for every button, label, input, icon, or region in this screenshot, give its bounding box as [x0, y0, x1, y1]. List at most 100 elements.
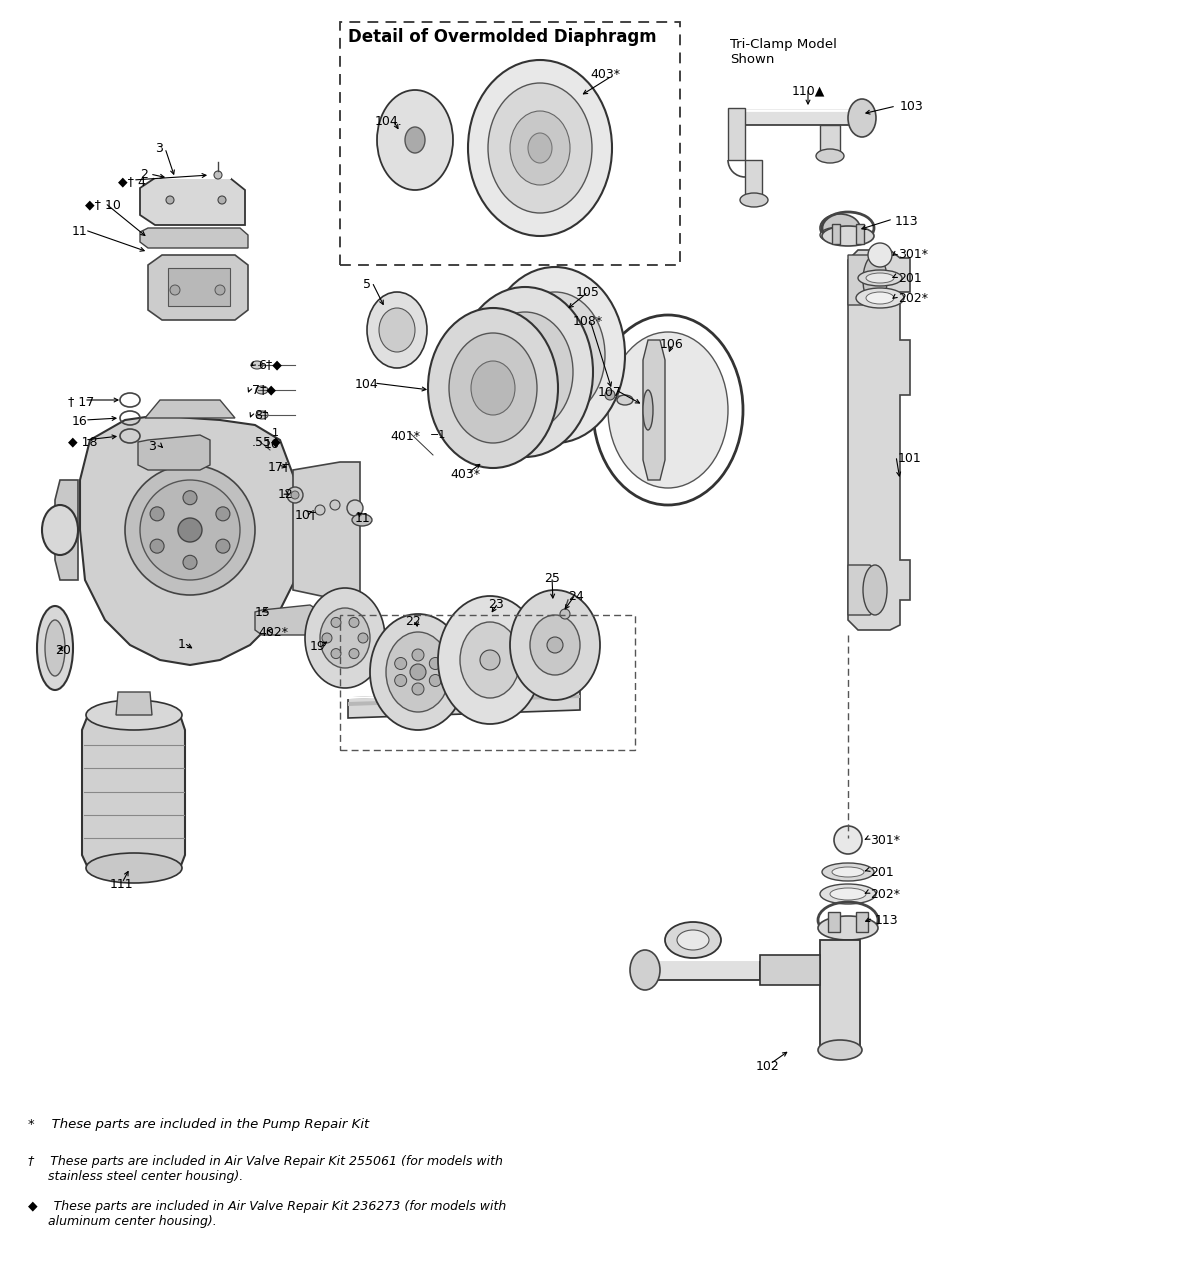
- Ellipse shape: [405, 127, 425, 154]
- Ellipse shape: [665, 922, 721, 957]
- Circle shape: [216, 507, 230, 521]
- Circle shape: [395, 658, 407, 669]
- Polygon shape: [848, 564, 875, 614]
- Ellipse shape: [820, 214, 860, 242]
- Text: −1: −1: [431, 430, 446, 440]
- Text: 111: 111: [110, 878, 134, 891]
- Text: 403*: 403*: [590, 68, 620, 81]
- Polygon shape: [643, 340, 665, 480]
- Text: 3: 3: [155, 142, 163, 155]
- Polygon shape: [148, 255, 248, 320]
- Text: 6†◆: 6†◆: [258, 358, 282, 371]
- Text: 19: 19: [310, 640, 325, 653]
- Ellipse shape: [379, 308, 415, 352]
- Text: 110▲: 110▲: [792, 84, 825, 97]
- Ellipse shape: [370, 614, 466, 730]
- Ellipse shape: [630, 950, 660, 989]
- Text: 106: 106: [660, 338, 684, 351]
- Text: Tri-Clamp Model
Shown: Tri-Clamp Model Shown: [730, 38, 837, 67]
- Text: *    These parts are included in the Pump Repair Kit: * These parts are included in the Pump R…: [28, 1117, 370, 1132]
- Ellipse shape: [45, 620, 65, 676]
- Text: 402*: 402*: [258, 626, 288, 639]
- Text: 11: 11: [72, 225, 87, 238]
- Text: 102: 102: [756, 1060, 780, 1073]
- Ellipse shape: [377, 90, 453, 189]
- Ellipse shape: [352, 515, 372, 526]
- Circle shape: [429, 675, 441, 686]
- Ellipse shape: [251, 361, 263, 369]
- Ellipse shape: [509, 111, 570, 186]
- Ellipse shape: [86, 852, 182, 883]
- Circle shape: [150, 507, 164, 521]
- Polygon shape: [255, 605, 318, 635]
- Circle shape: [322, 634, 332, 643]
- Ellipse shape: [367, 292, 427, 369]
- Ellipse shape: [509, 590, 600, 700]
- Circle shape: [170, 285, 181, 294]
- Ellipse shape: [822, 863, 874, 881]
- Ellipse shape: [321, 608, 370, 668]
- Circle shape: [330, 500, 340, 509]
- Ellipse shape: [530, 614, 580, 675]
- Text: 101: 101: [898, 452, 922, 465]
- Text: 301*: 301*: [869, 835, 901, 847]
- Circle shape: [215, 285, 225, 294]
- Ellipse shape: [256, 387, 268, 394]
- Ellipse shape: [486, 268, 626, 443]
- Text: 202*: 202*: [869, 888, 901, 901]
- Text: 108*: 108*: [573, 315, 603, 328]
- Polygon shape: [348, 695, 580, 707]
- Polygon shape: [145, 399, 234, 419]
- Text: 113: 113: [875, 914, 898, 927]
- Text: 20: 20: [55, 644, 71, 657]
- Ellipse shape: [866, 273, 893, 283]
- Circle shape: [126, 465, 255, 595]
- Circle shape: [547, 637, 563, 653]
- Text: Detail of Overmolded Diaphragm: Detail of Overmolded Diaphragm: [348, 28, 657, 46]
- Circle shape: [348, 503, 358, 513]
- Ellipse shape: [866, 292, 893, 303]
- Text: 2: 2: [140, 168, 148, 180]
- Polygon shape: [759, 955, 820, 986]
- Circle shape: [411, 684, 425, 695]
- Ellipse shape: [830, 888, 866, 900]
- Ellipse shape: [428, 308, 559, 468]
- Ellipse shape: [527, 320, 582, 390]
- Ellipse shape: [448, 333, 537, 443]
- Circle shape: [410, 664, 426, 680]
- Text: 17†: 17†: [268, 460, 291, 474]
- Circle shape: [331, 617, 341, 627]
- Polygon shape: [730, 110, 860, 125]
- Text: 11: 11: [355, 512, 371, 525]
- Ellipse shape: [818, 1039, 862, 1060]
- Polygon shape: [832, 224, 840, 244]
- Circle shape: [349, 617, 359, 627]
- Ellipse shape: [86, 700, 182, 730]
- Text: 104: 104: [355, 378, 379, 390]
- Ellipse shape: [471, 361, 515, 415]
- Polygon shape: [820, 125, 840, 155]
- Ellipse shape: [477, 312, 573, 431]
- Polygon shape: [856, 911, 868, 932]
- Text: †    These parts are included in Air Valve Repair Kit 255061 (for models with
  : † These parts are included in Air Valve …: [28, 1155, 502, 1183]
- Circle shape: [178, 518, 202, 541]
- Text: 1: 1: [178, 637, 185, 652]
- Ellipse shape: [820, 227, 860, 243]
- Circle shape: [150, 539, 164, 553]
- Polygon shape: [848, 250, 910, 630]
- Text: 16: 16: [264, 438, 280, 451]
- Ellipse shape: [820, 884, 875, 904]
- Ellipse shape: [305, 588, 385, 689]
- Text: 201: 201: [898, 271, 922, 285]
- Text: 10†: 10†: [295, 508, 317, 521]
- Text: .55◆: .55◆: [252, 435, 281, 448]
- Ellipse shape: [37, 605, 73, 690]
- Text: 8†: 8†: [254, 408, 268, 421]
- Text: 105: 105: [576, 285, 600, 300]
- Polygon shape: [140, 228, 248, 248]
- Polygon shape: [138, 435, 210, 470]
- Circle shape: [349, 649, 359, 659]
- Ellipse shape: [438, 596, 542, 724]
- Circle shape: [480, 650, 500, 669]
- Ellipse shape: [822, 227, 874, 246]
